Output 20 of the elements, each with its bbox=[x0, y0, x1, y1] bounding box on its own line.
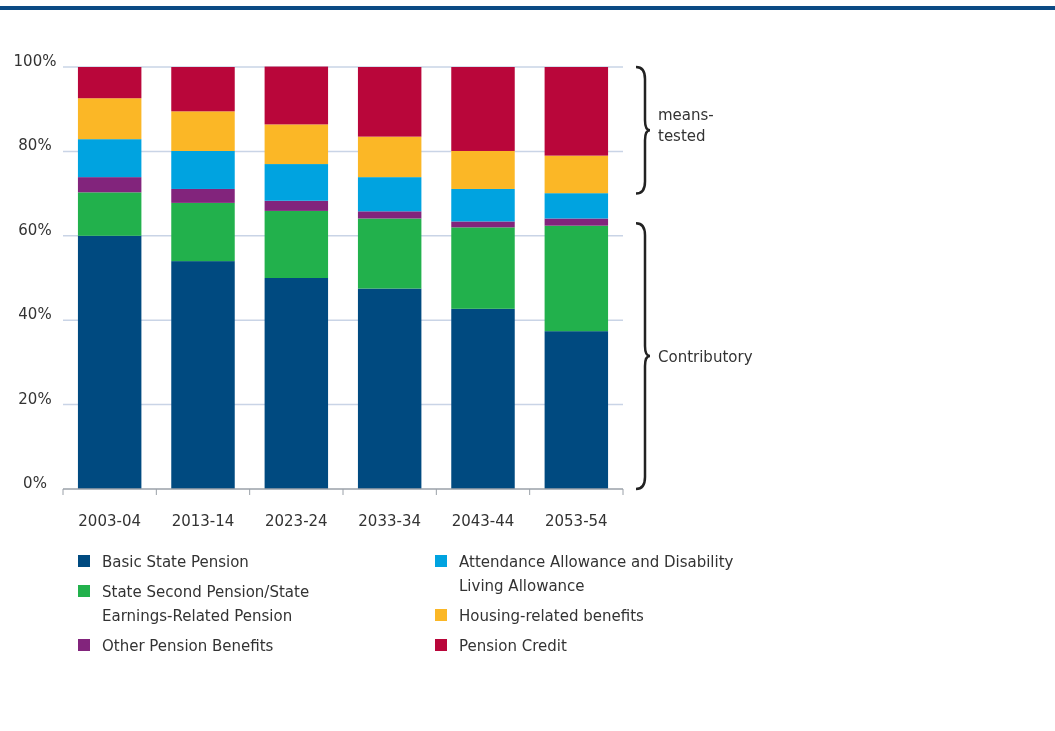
x-tick-label: 2023-24 bbox=[264, 512, 328, 530]
x-tick-label: 2033-34 bbox=[358, 512, 422, 530]
legend-label: Other Pension Benefits bbox=[102, 637, 274, 655]
y-tick-label: 40% bbox=[18, 305, 52, 324]
x-tick-label: 2043-44 bbox=[451, 512, 515, 530]
legend-label: Housing-related benefits bbox=[459, 607, 645, 625]
y-tick-label: 20% bbox=[18, 389, 52, 408]
x-tick-label: 2013-14 bbox=[171, 512, 235, 530]
x-tick-label: 2003-04 bbox=[78, 512, 142, 530]
y-tick-label: 60% bbox=[18, 220, 52, 239]
legend-label: Basic State Pension bbox=[102, 553, 249, 571]
y-tick-label: 0% bbox=[23, 474, 47, 492]
legend-label: State Second Pension/State Earnings-Related Pension bbox=[102, 583, 310, 625]
y-tick-label: 100% bbox=[13, 52, 57, 70]
text: means-tested bbox=[658, 105, 714, 145]
y-tick-label: 80% bbox=[18, 136, 52, 155]
legend-label: Pension Credit bbox=[459, 637, 567, 655]
legend-label: Attendance Allowance and Disability Living Allowance bbox=[459, 553, 734, 595]
x-tick-label: 2053-54 bbox=[544, 512, 608, 530]
text: Contributory bbox=[658, 348, 753, 367]
